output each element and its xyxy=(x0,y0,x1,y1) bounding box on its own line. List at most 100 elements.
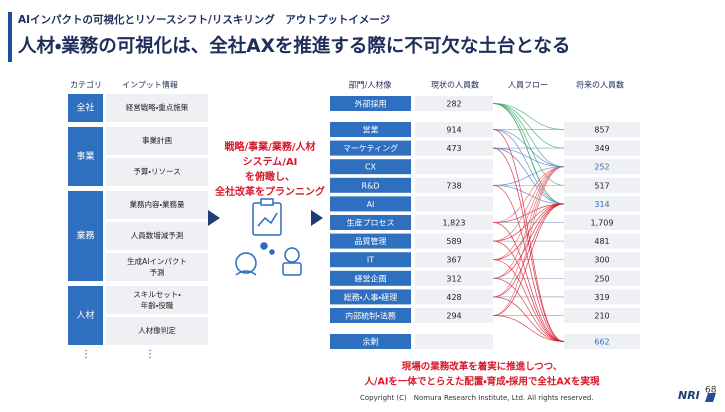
future-cell xyxy=(564,159,640,175)
flow-line xyxy=(492,240,565,342)
dept-cell xyxy=(330,289,411,305)
dept-label: 生産プロセス xyxy=(347,218,395,228)
dept-cell xyxy=(330,215,411,230)
current-cell xyxy=(415,140,493,156)
input-label: スキルセット・年齢・役職 xyxy=(133,290,181,310)
column-header: カテゴリ xyxy=(70,80,102,90)
current-cell xyxy=(415,289,493,305)
flow-line xyxy=(492,129,565,342)
planning-text: 全社改革をプランニング xyxy=(215,185,325,198)
input-label: 経営戦略・重点施策 xyxy=(126,102,189,112)
future-cell xyxy=(564,334,640,349)
dept-label: 総務・人事・経理 xyxy=(344,292,397,302)
current-cell xyxy=(415,177,493,193)
dept-label: CX xyxy=(365,163,377,172)
flow-line xyxy=(492,103,565,205)
dept-cell xyxy=(330,252,411,268)
input-cell xyxy=(106,253,208,281)
planning-text: 戦略/事業/業務/人材 xyxy=(225,140,316,153)
future-cell xyxy=(564,215,640,230)
current-cell xyxy=(415,308,493,323)
dept-label: 営業 xyxy=(363,125,379,135)
future-value: 662 xyxy=(594,338,609,347)
flow-line xyxy=(492,147,565,342)
column-header: 人員フロー xyxy=(508,81,548,90)
page-number: 68 xyxy=(705,386,717,396)
category-cell xyxy=(68,286,103,345)
dept-label: 外部採用 xyxy=(355,99,387,109)
flow-line xyxy=(492,103,565,130)
conclusion: 現場の業務改革を着実に推進しつつ、 xyxy=(402,361,563,373)
dept-label: 経営企画 xyxy=(355,273,387,283)
planning-text: を俯瞰し、 xyxy=(245,170,295,183)
current-cell xyxy=(415,215,493,230)
flow-line xyxy=(492,103,565,168)
conclusion: 人/AIを一体でとらえた配置・育成・採用で全社AXを実現 xyxy=(364,376,600,388)
flow-line xyxy=(492,315,565,342)
input-cell xyxy=(106,222,208,250)
planning-icon xyxy=(235,198,302,276)
logo-mark xyxy=(705,393,716,402)
input-cell xyxy=(106,317,208,345)
dept-cell xyxy=(330,196,411,212)
category-label: 事業 xyxy=(76,150,94,162)
future-value: 210 xyxy=(594,312,609,321)
future-value: 319 xyxy=(594,293,609,302)
current-cell xyxy=(415,252,493,268)
input-cell xyxy=(106,191,208,219)
input-cell xyxy=(106,286,208,314)
accent-bar xyxy=(8,12,12,62)
dept-label: マーケティング xyxy=(343,143,398,153)
dept-label: R&D xyxy=(362,181,380,190)
flow-line xyxy=(492,103,565,186)
dept-cell xyxy=(330,334,411,349)
current-cell xyxy=(415,159,493,175)
input-cell xyxy=(106,94,208,122)
current-value: 589 xyxy=(446,237,461,246)
current-value: 1,823 xyxy=(443,219,466,228)
current-cell xyxy=(415,122,493,137)
flow-line xyxy=(492,166,565,261)
future-cell xyxy=(564,122,640,137)
dept-cell xyxy=(330,140,411,156)
flow-line xyxy=(492,277,565,342)
future-cell xyxy=(564,196,640,212)
flow-line xyxy=(492,166,565,223)
category-label: 全社 xyxy=(76,102,94,114)
flow-line xyxy=(492,184,565,342)
category-cell xyxy=(68,191,103,281)
future-cell xyxy=(564,270,640,286)
flow-line xyxy=(492,166,565,242)
future-cell xyxy=(564,233,640,249)
flow-line xyxy=(492,166,565,298)
flow-line xyxy=(492,129,565,205)
future-value: 252 xyxy=(594,163,609,172)
dept-cell xyxy=(330,122,411,137)
future-value: 517 xyxy=(594,181,609,190)
input-cell xyxy=(106,158,208,186)
dept-cell xyxy=(330,177,411,193)
flow-line xyxy=(492,103,565,149)
future-value: 857 xyxy=(594,126,609,135)
future-value: 349 xyxy=(594,144,609,153)
flow-line xyxy=(492,203,565,298)
input-label: 人材像判定 xyxy=(138,325,176,335)
future-cell xyxy=(564,308,640,323)
future-value: 481 xyxy=(594,237,609,246)
dept-label: AI xyxy=(367,200,375,209)
dept-cell xyxy=(330,308,411,323)
current-cell xyxy=(415,96,493,111)
dept-label: 内部統制・法務 xyxy=(345,311,396,321)
dept-cell xyxy=(330,96,411,111)
future-value: 250 xyxy=(594,274,609,283)
input-label: 事業計画 xyxy=(142,135,172,145)
input-label: 人員数増減予測 xyxy=(131,230,184,240)
dept-label: 余剰 xyxy=(363,337,379,347)
arrow xyxy=(208,210,220,226)
current-value: 914 xyxy=(446,126,461,135)
continuation: ⋮ xyxy=(145,349,155,360)
title: 人材・業務の可視化は、全社AXを推進する際に不可欠な土台となる xyxy=(17,35,570,57)
current-value: 312 xyxy=(446,274,461,283)
